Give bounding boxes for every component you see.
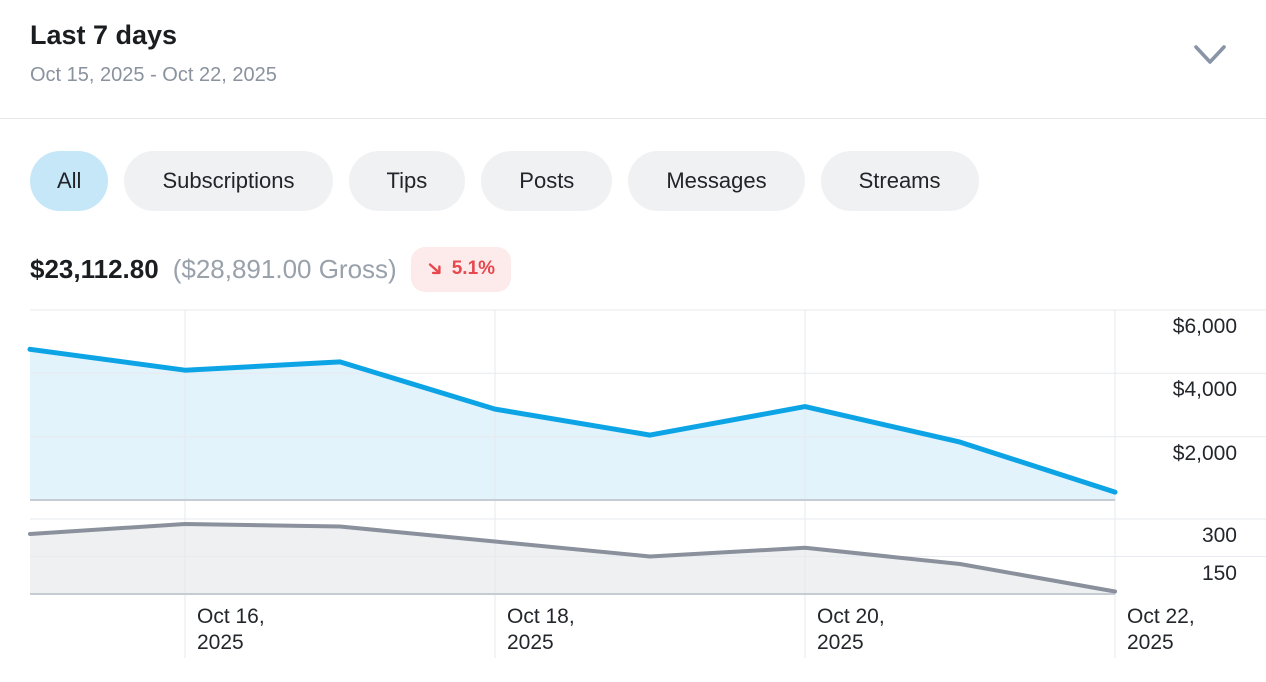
y-axis-label: 300 — [1201, 524, 1237, 547]
change-badge: 5.1% — [410, 246, 512, 292]
x-axis-label: Oct 20, 2025 — [817, 605, 885, 654]
filter-chip-streams[interactable]: Streams — [820, 151, 979, 211]
date-range-subtitle: Oct 15, 2025 - Oct 22, 2025 — [30, 64, 277, 86]
earnings-area-chart — [27, 309, 1266, 658]
x-axis-label: Oct 18, 2025 — [507, 605, 575, 654]
x-axis-label: Oct 22, 2025 — [1127, 605, 1195, 654]
x-axis-label: Oct 16, 2025 — [197, 605, 265, 654]
filter-chip-all[interactable]: All — [30, 151, 109, 211]
daily-net-earnings-usd-line-series — [27, 346, 1118, 495]
gross-earnings-amount: ($28,891.00 Gross) — [172, 253, 397, 284]
daily-transaction-count-area-fill — [30, 524, 1115, 594]
y-axis-label: $2,000 — [1172, 441, 1237, 465]
filter-chip-row: All Subscriptions Tips Posts Messages Streams — [30, 151, 979, 211]
y-axis-label: $6,000 — [1172, 315, 1237, 338]
filter-chip-subscriptions[interactable]: Subscriptions — [124, 151, 333, 211]
change-percent: 5.1% — [451, 258, 496, 279]
filter-chip-messages[interactable]: Messages — [628, 151, 805, 211]
date-range-title: Last 7 days — [30, 20, 178, 50]
daily-net-earnings-usd-area-fill — [30, 349, 1115, 500]
header-divider — [0, 118, 1266, 119]
net-earnings-amount: $23,112.80 — [30, 253, 159, 284]
y-axis-label: 150 — [1201, 561, 1237, 585]
filter-chip-posts[interactable]: Posts — [481, 151, 613, 211]
y-axis-label: $4,000 — [1172, 378, 1237, 402]
trend-down-icon — [428, 263, 441, 275]
filter-chip-tips[interactable]: Tips — [348, 151, 466, 211]
earnings-summary: $23,112.80 ($28,891.00 Gross) 5.1% — [30, 246, 512, 292]
daily-transaction-count-line-series — [28, 522, 1117, 594]
chevron-down-icon[interactable] — [1193, 42, 1227, 68]
